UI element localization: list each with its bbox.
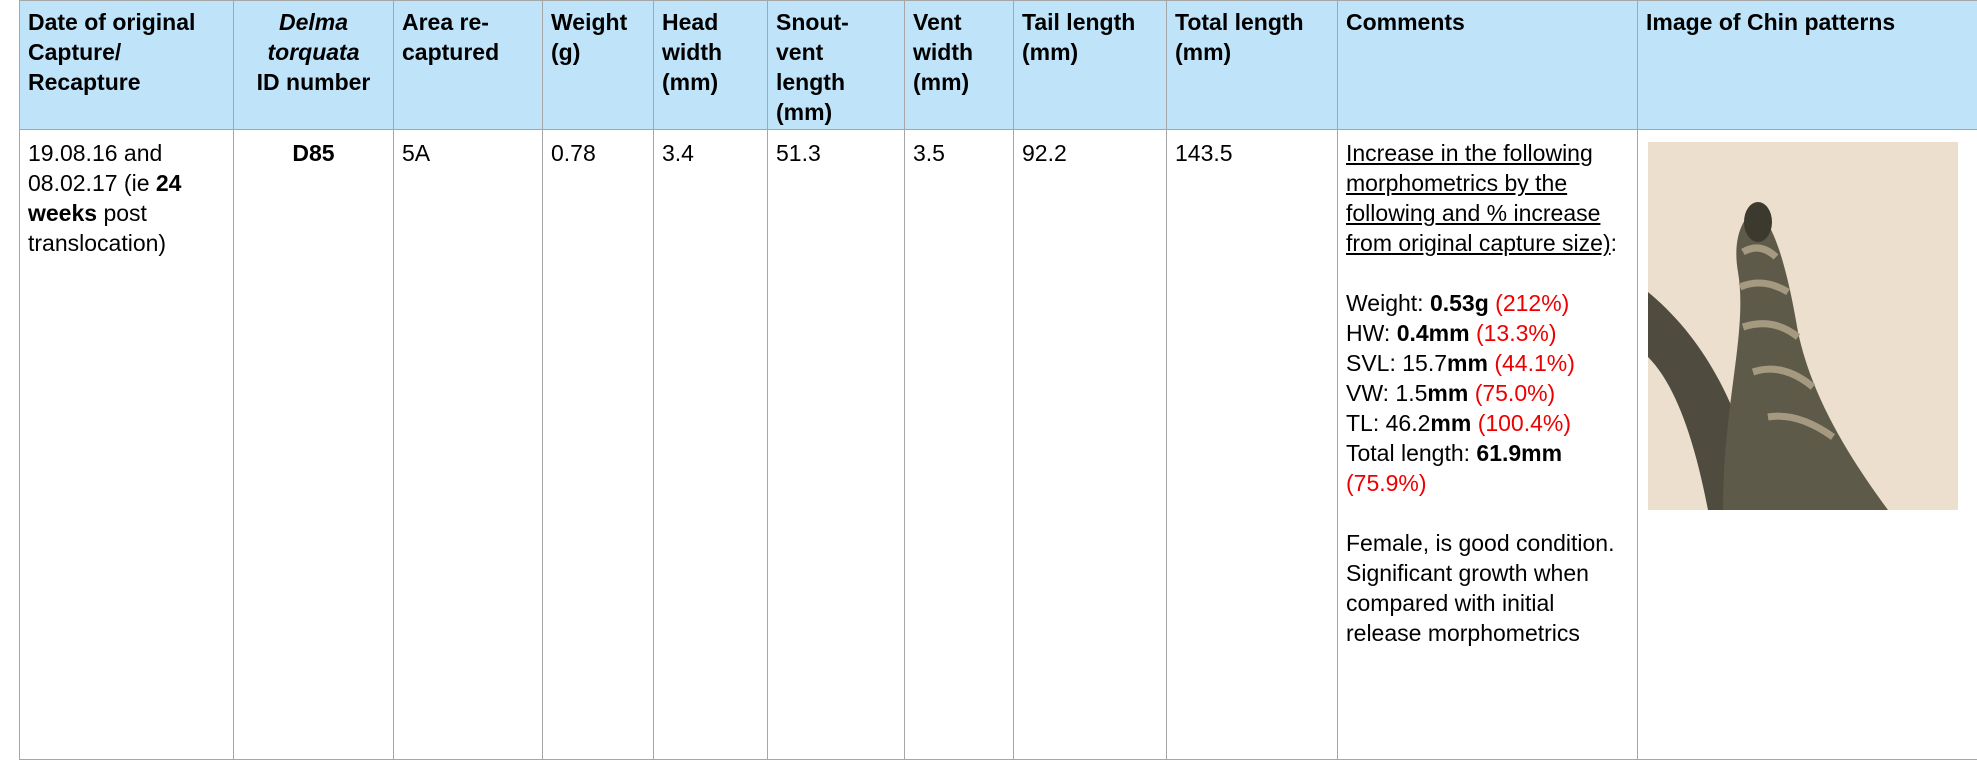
- header-text: ID number: [257, 69, 371, 95]
- text-segment: Weight:: [1346, 290, 1430, 316]
- text-segment: SVL: 15.7: [1346, 350, 1447, 376]
- svl-cell: 51.3: [768, 130, 905, 760]
- increase-line: VW: 1.5mm(75.0%): [1346, 378, 1629, 408]
- text-segment: (44.1%): [1488, 350, 1575, 376]
- text-segment: (100.4%): [1471, 410, 1571, 436]
- weight-cell: 0.78: [543, 130, 654, 760]
- text-segment: (212%): [1489, 290, 1570, 316]
- increase-line: SVL: 15.7mm(44.1%): [1346, 348, 1629, 378]
- comments-cell: Increase in the following morphometrics …: [1338, 130, 1638, 760]
- increase-line: TL: 46.2mm(100.4%): [1346, 408, 1629, 438]
- text-segment: (75.0%): [1468, 380, 1555, 406]
- header-cell: Tail length (mm): [1014, 1, 1167, 130]
- header-cell: Weight (g): [543, 1, 654, 130]
- id-cell: D85: [234, 130, 394, 760]
- text-segment: Total length:: [1346, 440, 1476, 466]
- image-cell: [1638, 130, 1977, 760]
- area-cell: 5A: [394, 130, 543, 760]
- data-row: 19.08.16 and 08.02.17 (ie 24 weeks post …: [20, 130, 1977, 760]
- header-cell: Image of Chin patterns: [1638, 1, 1977, 130]
- header-cell: Snout-vent length (mm): [768, 1, 905, 130]
- header-cell: Area re-captured: [394, 1, 543, 130]
- text-segment: (75.9%): [1346, 470, 1427, 496]
- increase-line: Weight: 0.53g(212%): [1346, 288, 1629, 318]
- header-cell: Date of original Capture/ Recapture: [20, 1, 234, 130]
- date-cell: 19.08.16 and 08.02.17 (ie 24 weeks post …: [20, 130, 234, 760]
- text-segment: mm: [1430, 410, 1471, 436]
- increase-lines: Weight: 0.53g(212%)HW: 0.4mm(13.3%)SVL: …: [1346, 288, 1629, 498]
- vent-width-cell: 3.5: [905, 130, 1014, 760]
- header-cell: Comments: [1338, 1, 1638, 130]
- text-segment: 0.53g: [1430, 290, 1489, 316]
- increase-line: HW: 0.4mm(13.3%): [1346, 318, 1629, 348]
- tail-length-cell: 92.2: [1014, 130, 1167, 760]
- text-segment: mm: [1447, 350, 1488, 376]
- increase-line: Total length: 61.9mm (75.9%): [1346, 438, 1629, 498]
- text-segment: HW:: [1346, 320, 1397, 346]
- total-length-cell: 143.5: [1167, 130, 1338, 760]
- header-cell: Total length (mm): [1167, 1, 1338, 130]
- text-segment: VW: 1.5: [1346, 380, 1427, 406]
- intro-text: Increase in the following morphometrics …: [1346, 140, 1611, 256]
- text-segment: 19.08.16 and 08.02.17 (ie: [28, 140, 162, 196]
- comment-note: Female, is good condition. Significant g…: [1346, 528, 1629, 648]
- text-segment: TL: 46.2: [1346, 410, 1430, 436]
- head-width-cell: 3.4: [654, 130, 768, 760]
- intro-end: :: [1611, 230, 1617, 256]
- header-cell: Vent width (mm): [905, 1, 1014, 130]
- chin-pattern-image: [1648, 142, 1958, 510]
- comments-intro: Increase in the following morphometrics …: [1346, 138, 1629, 258]
- text-segment: mm: [1427, 380, 1468, 406]
- header-italic: Delma torquata: [242, 7, 385, 67]
- header-cell: Head width (mm): [654, 1, 768, 130]
- text-segment: (13.3%): [1470, 320, 1557, 346]
- text-segment: 61.9mm: [1476, 440, 1562, 466]
- text-segment: 0.4mm: [1397, 320, 1470, 346]
